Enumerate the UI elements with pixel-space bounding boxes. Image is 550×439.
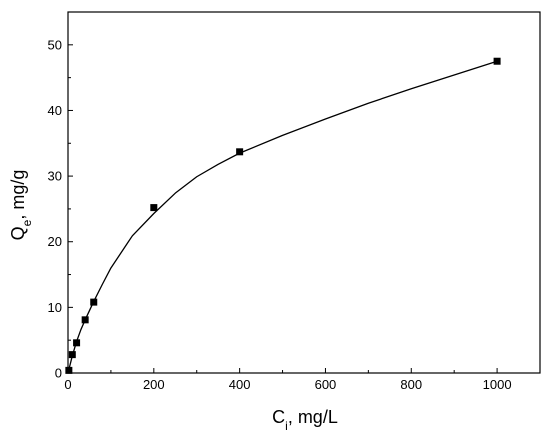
data-point <box>90 298 98 306</box>
fit-line <box>67 60 498 374</box>
fit-line-layer <box>67 60 498 374</box>
data-point <box>236 148 244 156</box>
data-point <box>68 351 76 359</box>
data-point <box>81 316 89 324</box>
x-axis-label-rest: , mg/L <box>288 407 338 427</box>
x-axis-label-main: C <box>272 407 285 427</box>
y-tick-label: 0 <box>55 366 62 381</box>
labels-layer: Qe, mg/g Ci, mg/L <box>8 170 338 433</box>
x-tick-label: 400 <box>229 377 251 392</box>
x-tick-label: 1000 <box>483 377 512 392</box>
y-axis-label-rest: , mg/g <box>8 170 28 220</box>
x-tick-label: 200 <box>143 377 165 392</box>
y-tick-label: 40 <box>48 103 62 118</box>
marker-layer <box>65 57 501 374</box>
x-tick-label: 0 <box>64 377 71 392</box>
y-axis-label-sub: e <box>20 219 34 226</box>
data-point <box>493 57 501 65</box>
ticks-layer: 0 200 400 600 800 1000 0 10 20 30 40 50 <box>48 11 541 392</box>
y-axis-label: Qe, mg/g <box>8 170 34 241</box>
y-tick-label: 50 <box>48 37 62 52</box>
y-tick-label: 30 <box>48 169 62 184</box>
y-tick-label: 20 <box>48 234 62 249</box>
data-point <box>150 204 158 212</box>
data-point <box>73 339 81 347</box>
data-point <box>65 366 73 374</box>
axes-layer <box>67 11 541 374</box>
y-tick-label: 10 <box>48 300 62 315</box>
y-axis-label-main: Q <box>8 226 28 240</box>
x-axis-label-sub: i <box>285 419 288 433</box>
x-tick-label: 800 <box>400 377 422 392</box>
x-tick-label: 600 <box>315 377 337 392</box>
x-axis-label: Ci, mg/L <box>272 407 338 433</box>
plot-frame <box>67 11 541 374</box>
